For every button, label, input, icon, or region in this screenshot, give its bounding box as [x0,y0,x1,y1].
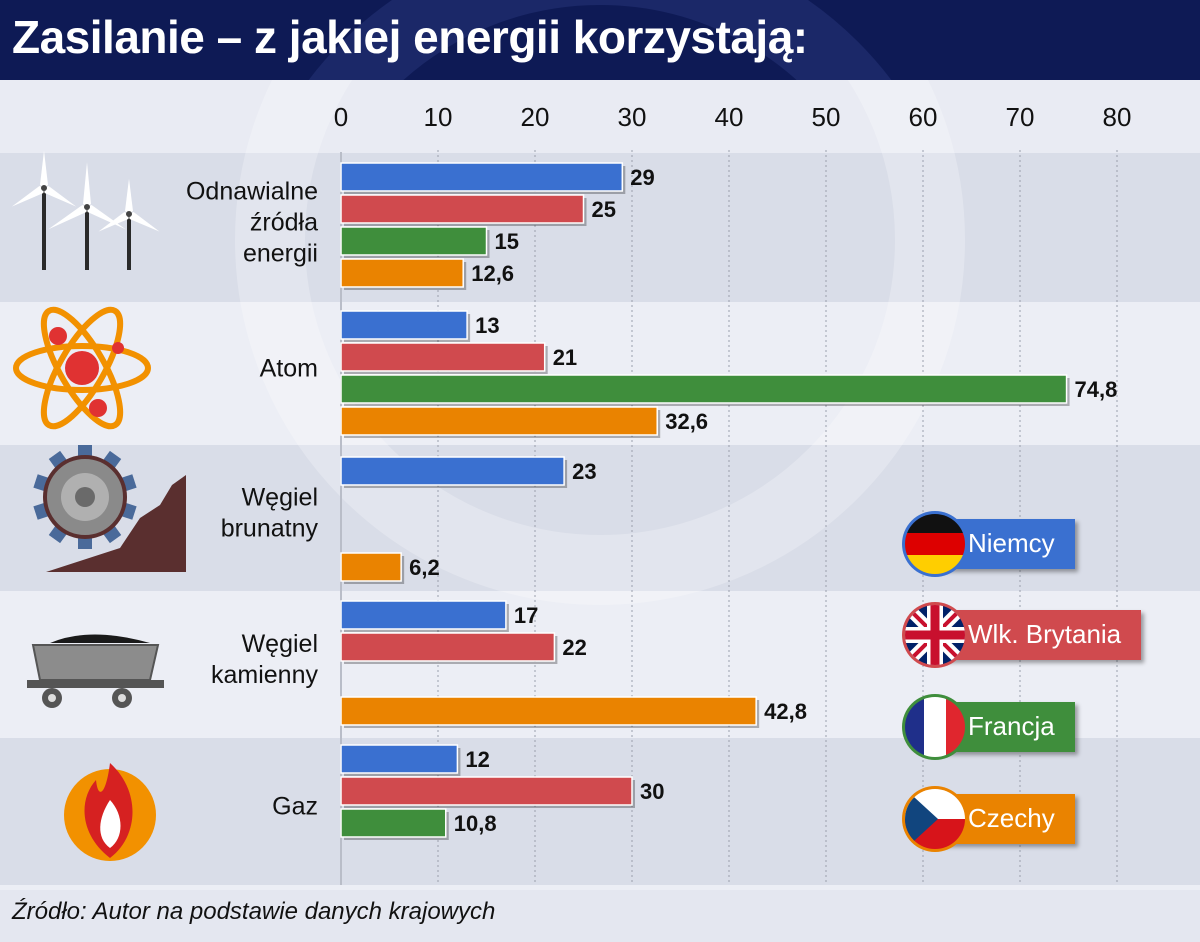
category-label: Węgiel brunatny [221,484,319,543]
legend-label: Czechy [968,803,1055,833]
bar [340,744,459,774]
data-label: 12,6 [471,261,514,286]
uk-flag-icon [902,602,968,668]
bar [340,342,546,372]
source-note: Źródło: Autor na podstawie danych krajow… [12,898,496,925]
data-label: 30 [640,779,664,804]
x-tick-label: 30 [618,102,647,132]
footer-band [0,885,1200,890]
atom-icon [13,306,151,430]
data-label: 23 [572,459,596,484]
background-decoration [235,80,965,605]
czech-flag-icon [902,786,968,852]
data-label: 74,8 [1075,377,1118,402]
x-tick-label: 0 [334,102,348,132]
legend-swatch [940,610,1141,660]
x-tick-label: 10 [424,102,453,132]
legend-label: Francja [968,711,1055,741]
bar [340,374,1068,404]
chart-title: Zasilanie – z jakiej energii korzystają: [12,11,808,63]
bar [340,162,624,192]
bar [340,226,488,256]
bar [340,406,658,436]
data-label: 22 [562,635,586,660]
gas-flame-icon [64,763,156,861]
title-bar: Zasilanie – z jakiej energii korzystają: [0,0,1200,80]
legend-label: Wlk. Brytania [968,619,1122,649]
x-tick-label: 40 [715,102,744,132]
x-tick-label: 50 [812,102,841,132]
category-label: Odnawialne źródła energii [186,178,318,268]
x-tick-label: 20 [521,102,550,132]
x-tick-label: 80 [1103,102,1132,132]
category-label: Atom [260,355,318,383]
coal-cart-icon [27,634,164,708]
data-label: 42,8 [764,699,807,724]
bucket-wheel-excavator-icon [33,445,186,572]
data-label: 21 [553,345,577,370]
data-label: 17 [514,603,538,628]
legend-label: Niemcy [968,528,1055,558]
bar [340,776,633,806]
germany-flag-icon [902,511,968,577]
bar [340,456,565,486]
data-label: 15 [495,229,519,254]
data-label: 13 [475,313,499,338]
axis-header-band [0,80,1200,153]
france-flag-icon [902,694,968,760]
data-label: 12 [465,747,489,772]
category-label: Gaz [272,793,318,821]
category-label: Węgiel kamienny [211,630,318,689]
data-label: 25 [592,197,616,222]
data-label: 29 [630,165,654,190]
x-tick-label: 70 [1006,102,1035,132]
x-tick-label: 60 [909,102,938,132]
bar [340,194,585,224]
bar [340,310,468,340]
data-label: 32,6 [665,409,708,434]
data-label: 6,2 [409,555,440,580]
bar [340,552,402,582]
bar-chart: 0 10 20 30 40 50 60 70 80 Odnawialne źródła energii… [0,80,1200,890]
bar [340,258,464,288]
wind-turbines-icon [11,150,160,270]
bar [340,600,507,630]
data-label: 10,8 [454,811,497,836]
bar [340,632,556,662]
bar [340,696,757,726]
bar [340,808,447,838]
